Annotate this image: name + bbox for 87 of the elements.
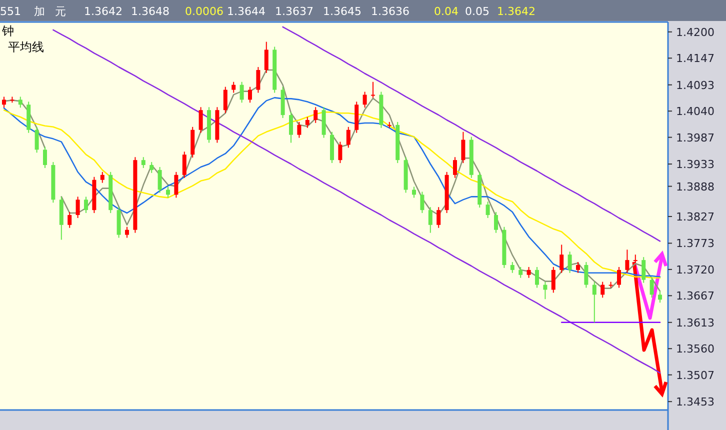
text: 1.3636 xyxy=(371,5,410,18)
text: 1.3648 xyxy=(131,5,170,18)
candlestick xyxy=(625,249,630,274)
text: 0.05 xyxy=(465,5,490,18)
candlestick xyxy=(494,212,498,234)
candlestick xyxy=(371,81,375,98)
candlestick xyxy=(568,251,572,274)
candlestick xyxy=(346,126,350,148)
candlestick xyxy=(256,66,260,94)
y-tick-label: 1.3453 xyxy=(676,396,714,409)
candlestick xyxy=(543,281,548,300)
candlestick xyxy=(526,266,531,278)
candlestick xyxy=(518,266,523,278)
candlestick xyxy=(535,266,539,288)
candlestick xyxy=(289,112,293,144)
candlestick xyxy=(551,266,556,294)
candlestick xyxy=(617,266,621,288)
text: 551 xyxy=(0,5,21,18)
text: 元 xyxy=(55,5,66,18)
y-tick-label: 1.3507 xyxy=(676,368,714,382)
candlestick xyxy=(18,96,22,108)
candlestick xyxy=(314,106,318,124)
candlestick xyxy=(642,256,646,284)
candlestick xyxy=(125,226,129,238)
y-tick-label: 1.3933 xyxy=(676,158,714,172)
annotation: 平均线 xyxy=(8,40,44,54)
text: 1.3645 xyxy=(323,5,362,18)
candlestick xyxy=(650,276,654,298)
y-tick-label: 1.4147 xyxy=(676,52,714,66)
text: 0.04 xyxy=(434,5,458,18)
candlestick xyxy=(560,244,564,274)
candlestick xyxy=(76,196,80,218)
y-tick-label: 1.4040 xyxy=(676,105,714,118)
candlestick xyxy=(141,156,146,168)
y-tick-label: 1.3827 xyxy=(676,210,714,224)
candlestick xyxy=(362,91,367,108)
candlestick xyxy=(100,171,104,184)
candlestick xyxy=(158,166,162,194)
y-tick-label: 1.4093 xyxy=(676,78,714,92)
text: 加 xyxy=(34,5,45,18)
candlestick xyxy=(43,146,47,168)
candlestick xyxy=(420,191,424,214)
y-tick-label: 1.4200 xyxy=(676,26,714,39)
candlestick xyxy=(592,281,596,323)
candlestick xyxy=(174,171,178,198)
candlestick xyxy=(264,41,268,74)
text: 1.3637 xyxy=(275,5,314,18)
candlestick xyxy=(510,262,514,274)
candlestick xyxy=(84,196,88,214)
candlestick xyxy=(338,141,342,164)
annotation: 钟 xyxy=(1,24,14,38)
text: 1.3644 xyxy=(227,5,266,18)
y-tick-label: 1.3560 xyxy=(676,342,714,356)
candlestick xyxy=(150,162,154,174)
candlestick xyxy=(658,291,662,304)
candlestick xyxy=(232,81,236,94)
y-tick-label: 1.3888 xyxy=(676,180,714,194)
candlestick xyxy=(453,156,457,178)
candlestick xyxy=(428,206,432,234)
y-tick-label: 1.3667 xyxy=(676,290,714,303)
candlestick xyxy=(436,206,441,228)
line-series xyxy=(52,29,661,374)
y-tick-label: 1.3987 xyxy=(676,131,714,144)
candlestick xyxy=(600,281,605,298)
candlestick xyxy=(412,186,416,198)
y-tick-label: 1.3613 xyxy=(676,316,714,330)
y-tick-label: 1.3720 xyxy=(676,263,714,276)
candlestick xyxy=(584,262,588,288)
candlestick xyxy=(68,212,72,228)
candlestick xyxy=(248,86,252,104)
candlestick xyxy=(486,201,490,218)
text: 1.3642 xyxy=(84,5,122,18)
candlestick xyxy=(576,262,580,274)
y-tick-label: 1.3773 xyxy=(676,237,714,250)
candlestick xyxy=(461,131,466,164)
candlestick xyxy=(198,106,203,134)
candlestick xyxy=(34,126,39,154)
candlestick xyxy=(305,116,310,128)
candlestick xyxy=(297,121,302,138)
candlestick xyxy=(166,186,170,198)
text: 0.0006 xyxy=(185,5,224,18)
candlestick xyxy=(2,96,6,108)
line-series xyxy=(282,26,661,242)
candlestick xyxy=(223,86,228,114)
text: 1.3642 xyxy=(497,5,536,18)
candlestick xyxy=(182,151,186,178)
candlestick xyxy=(240,81,244,104)
